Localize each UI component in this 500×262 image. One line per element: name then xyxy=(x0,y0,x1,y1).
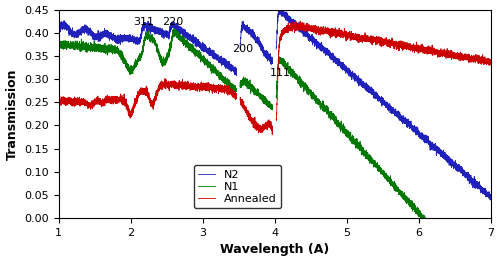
Line: Annealed: Annealed xyxy=(58,78,236,118)
N2 xyxy=(208,53,214,57)
N2 xyxy=(61,19,67,22)
N1 xyxy=(208,65,214,68)
X-axis label: Wavelength (A): Wavelength (A) xyxy=(220,243,330,256)
Annealed xyxy=(56,102,62,105)
N2 xyxy=(234,68,239,71)
N2 xyxy=(234,74,239,77)
Annealed xyxy=(208,89,214,92)
Text: 200: 200 xyxy=(232,43,254,54)
Y-axis label: Transmission: Transmission xyxy=(6,68,18,160)
Annealed xyxy=(234,95,239,99)
Legend: N2, N1, Annealed: N2, N1, Annealed xyxy=(194,165,281,209)
Annealed xyxy=(136,94,142,97)
N1 xyxy=(232,92,238,95)
Annealed xyxy=(162,77,168,80)
Text: 220: 220 xyxy=(162,17,183,27)
Annealed xyxy=(176,83,182,86)
Text: 111: 111 xyxy=(270,68,291,78)
Annealed xyxy=(131,104,137,107)
N2 xyxy=(70,31,76,35)
N2 xyxy=(176,31,182,34)
N1 xyxy=(176,33,182,36)
N1 xyxy=(58,40,64,43)
N1 xyxy=(171,27,177,30)
Annealed xyxy=(58,99,64,102)
N1 xyxy=(131,63,137,67)
Annealed xyxy=(70,101,76,104)
Text: 311: 311 xyxy=(133,17,154,27)
Line: N1: N1 xyxy=(58,28,236,94)
N2 xyxy=(56,29,62,32)
Annealed xyxy=(127,117,133,120)
N2 xyxy=(58,26,64,29)
N1 xyxy=(70,44,76,47)
N2 xyxy=(131,39,137,42)
N1 xyxy=(136,54,142,57)
N1 xyxy=(234,89,239,92)
N2 xyxy=(136,39,142,42)
Line: N2: N2 xyxy=(58,21,236,76)
N1 xyxy=(56,45,62,48)
